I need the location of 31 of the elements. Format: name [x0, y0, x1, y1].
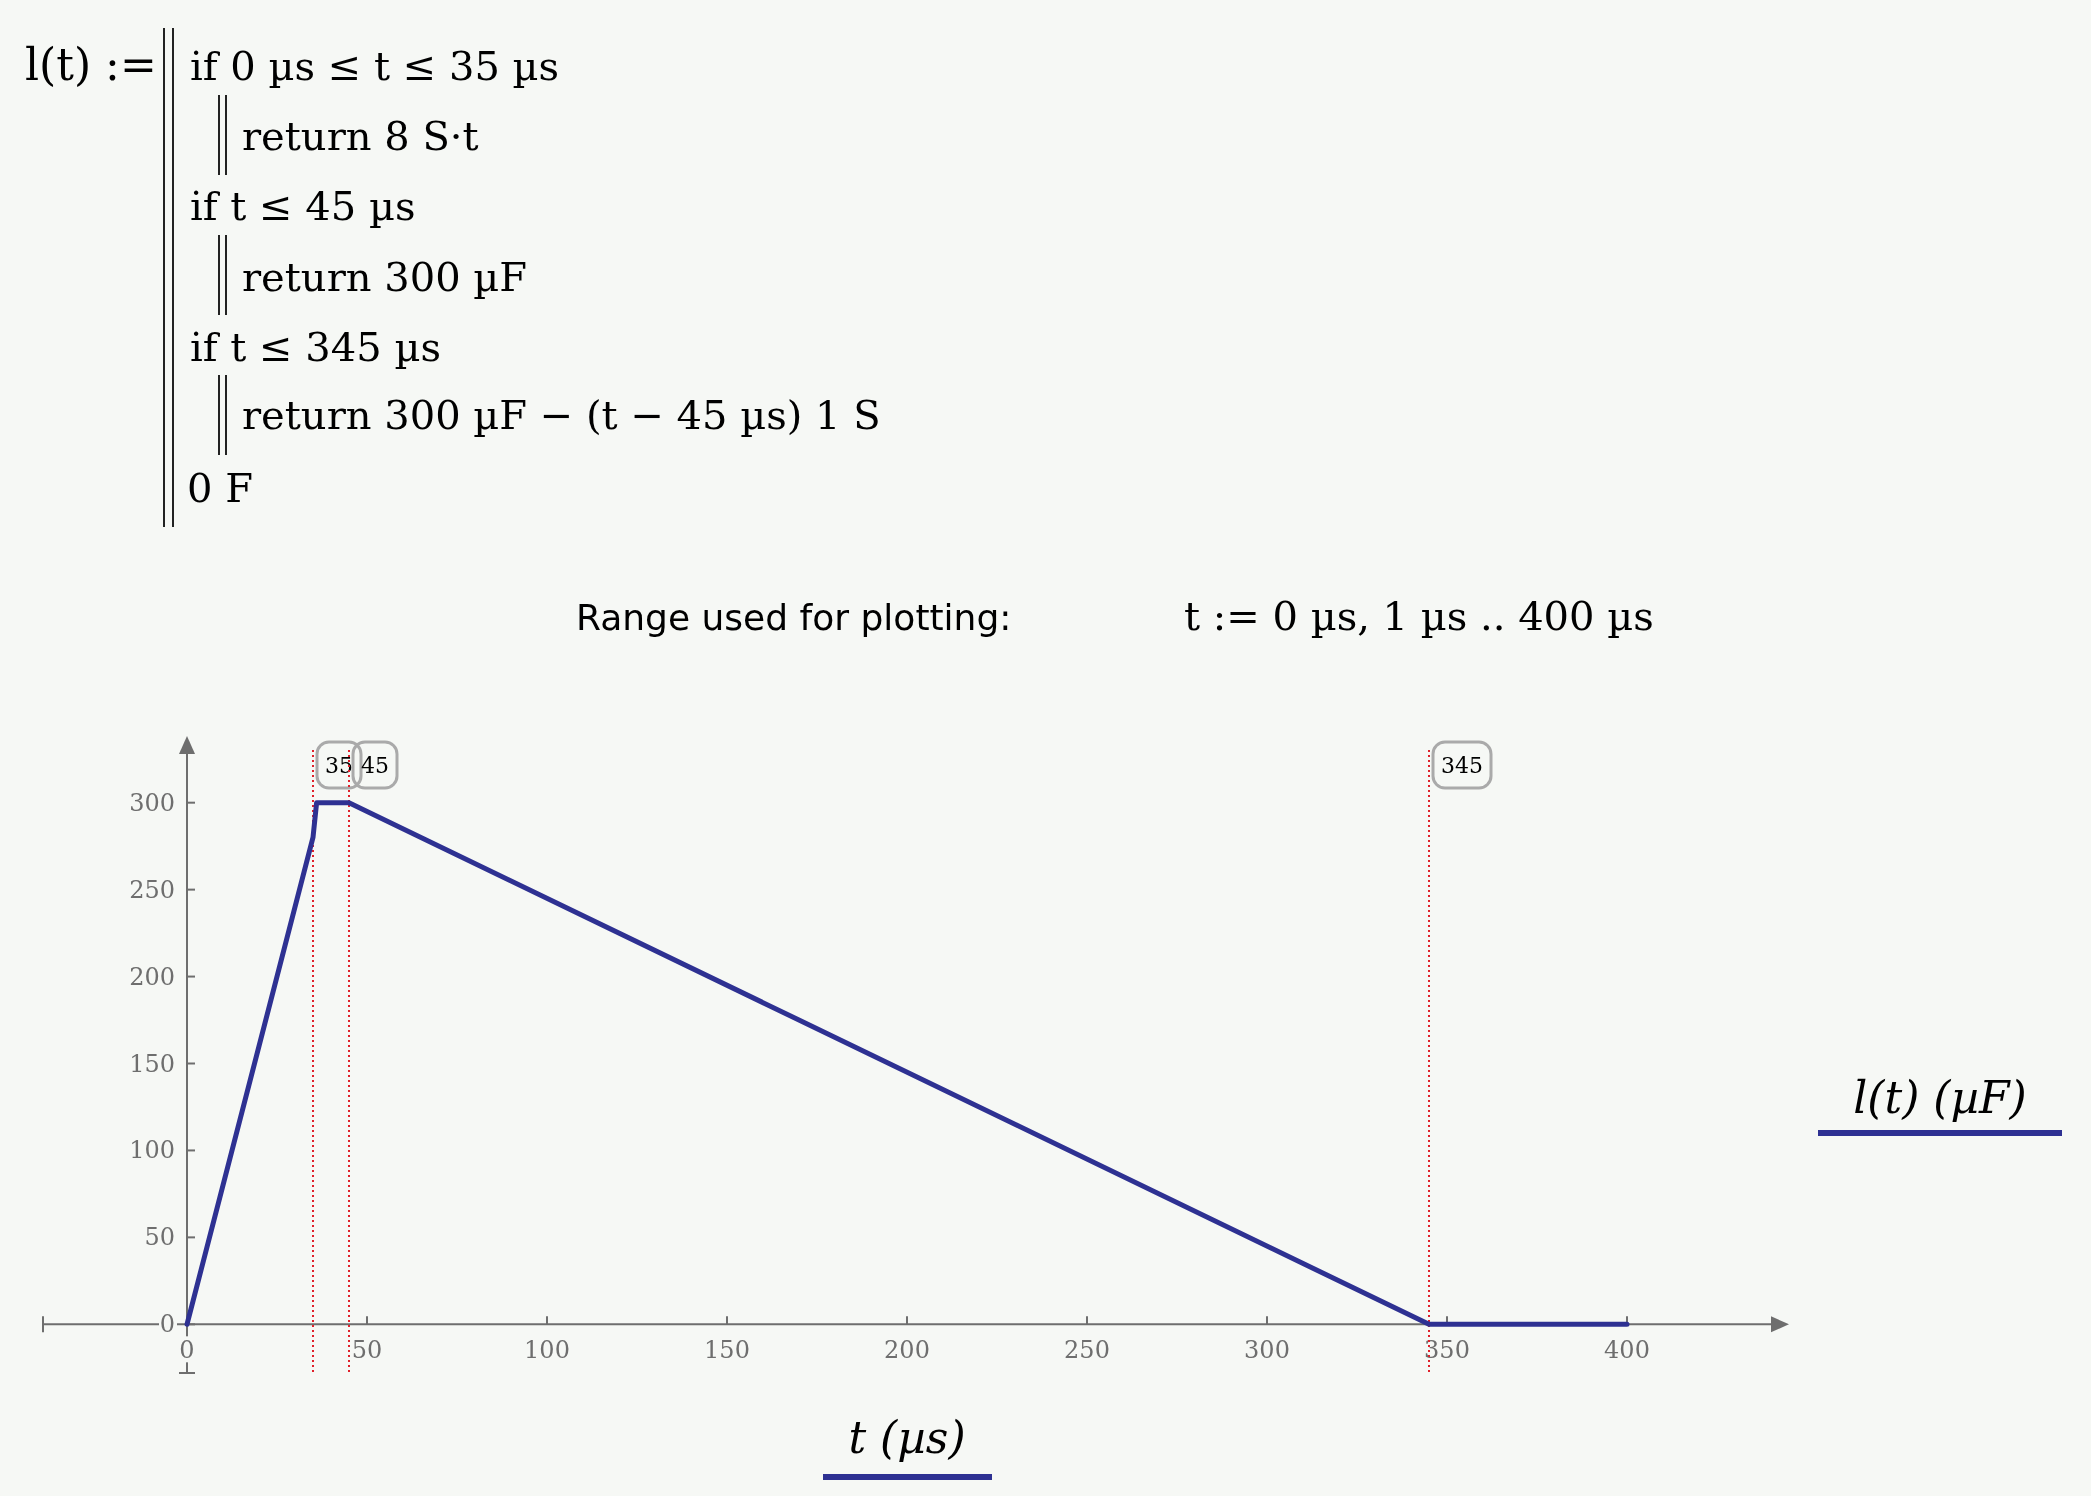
x-tick-label: 100 — [524, 1336, 570, 1365]
x-tick-label: 350 — [1424, 1336, 1470, 1365]
x-tick-label: 300 — [1244, 1336, 1290, 1365]
y-tick-label: 150 — [129, 1049, 175, 1078]
x-tick-label: 0 — [179, 1336, 195, 1365]
text: if t ≤ 345 µs — [190, 324, 441, 370]
text: return 300 µF — [242, 254, 528, 300]
x-tick-label: 400 — [1604, 1336, 1650, 1365]
text: t := 0 µs, 1 µs .. 400 µs — [1184, 593, 1654, 639]
x-axis-title: t (µs) — [848, 1412, 966, 1463]
y-tick-label: 100 — [129, 1136, 175, 1165]
y-tick-label: 0 — [159, 1310, 175, 1339]
y-tick-label: 300 — [129, 788, 175, 817]
text: if t ≤ 45 µs — [190, 183, 416, 229]
text: return 8 S·t — [242, 113, 479, 159]
ref-line-label: 345 — [1441, 753, 1483, 778]
text: 0 F — [187, 465, 253, 511]
text: if 0 µs ≤ t ≤ 35 µs — [190, 43, 560, 89]
ref-line-label: 35 — [325, 753, 353, 778]
ref-line-label: 45 — [361, 753, 389, 778]
x-tick-label: 150 — [704, 1336, 750, 1365]
y-axis-title: l(t) (µF) — [1853, 1072, 2027, 1123]
text: Range used for plotting: — [576, 597, 1012, 638]
x-tick-label: 250 — [1064, 1336, 1110, 1365]
text: l(t) := — [25, 39, 157, 90]
y-tick-label: 200 — [129, 962, 175, 991]
text: return 300 µF − (t − 45 µs) 1 S — [242, 392, 881, 438]
y-tick-label: 250 — [129, 875, 175, 904]
y-tick-label: 50 — [144, 1223, 175, 1252]
x-tick-label: 200 — [884, 1336, 930, 1365]
x-tick-label: 50 — [351, 1336, 383, 1365]
